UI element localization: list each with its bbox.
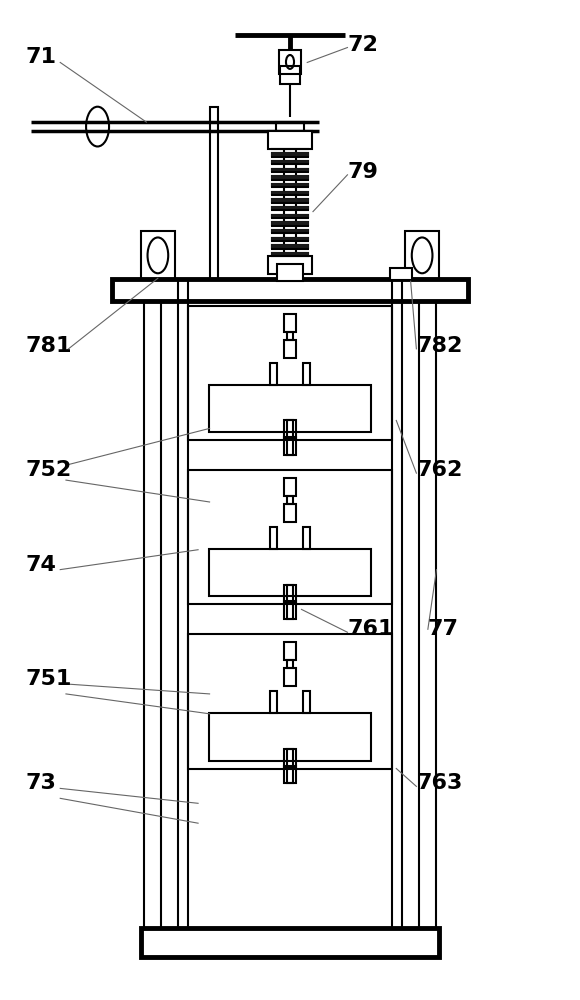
Bar [276,122,304,144]
Bar [390,268,412,280]
Bar [284,749,296,767]
Text: 77: 77 [428,619,459,639]
Bar [284,314,296,332]
Bar [287,496,293,504]
Text: 71: 71 [26,47,57,67]
Bar [271,175,309,180]
Bar [271,152,309,157]
Bar [271,183,309,187]
Text: 761: 761 [347,619,394,639]
Bar [405,232,440,279]
Bar [284,601,296,619]
Bar [270,363,277,385]
Bar [271,198,309,203]
Bar [209,549,371,596]
Bar [284,504,296,522]
Bar [140,232,175,279]
Bar [271,221,309,226]
Bar [284,478,296,496]
Bar [269,131,311,149]
Bar [303,363,310,385]
Bar [284,585,296,602]
Bar [209,713,371,761]
Text: 79: 79 [347,162,378,182]
Bar [284,766,296,783]
Bar [284,437,296,455]
Bar [188,634,392,769]
Bar [270,691,277,713]
Bar [278,50,302,74]
Bar [271,252,309,256]
Bar [269,256,311,274]
Bar [287,332,293,340]
Bar [112,279,468,301]
Text: 73: 73 [26,773,57,793]
Bar [271,229,309,233]
Bar [271,206,309,210]
Bar [280,66,300,84]
Bar [271,214,309,218]
Text: 72: 72 [347,35,378,55]
Text: 752: 752 [26,460,72,480]
Bar [209,107,218,279]
Bar [271,237,309,241]
Bar [284,420,296,438]
Bar [287,585,293,619]
Bar [271,160,309,164]
Bar [287,660,293,668]
Bar [270,527,277,549]
Text: 763: 763 [416,773,463,793]
Bar [271,244,309,249]
Bar [303,691,310,713]
Bar [140,928,440,957]
Bar [271,168,309,172]
Bar [284,340,296,358]
Bar [284,668,296,686]
Bar [284,642,296,660]
Text: 781: 781 [26,336,72,356]
Bar [188,306,392,440]
Text: 74: 74 [26,555,57,575]
Bar [188,470,392,604]
Bar [287,749,293,783]
Bar [209,385,371,432]
Bar [271,191,309,195]
Text: 782: 782 [416,336,463,356]
Bar [287,420,293,455]
Bar [277,264,303,281]
Text: 762: 762 [416,460,463,480]
Bar [303,527,310,549]
Text: 751: 751 [26,669,72,689]
